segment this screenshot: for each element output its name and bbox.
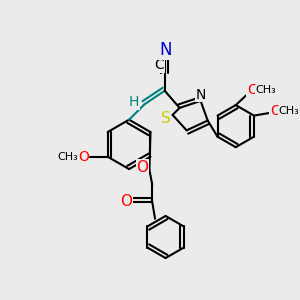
Text: O: O <box>136 160 148 175</box>
Text: CH₃: CH₃ <box>255 85 276 95</box>
Text: O: O <box>247 83 258 98</box>
Text: N: N <box>159 41 172 59</box>
Text: O: O <box>270 104 281 118</box>
Text: H: H <box>129 95 139 109</box>
Text: O: O <box>120 194 132 209</box>
Text: CH₃: CH₃ <box>58 152 78 162</box>
Text: C: C <box>154 58 164 72</box>
Text: S: S <box>161 111 170 126</box>
Text: CH₃: CH₃ <box>278 106 299 116</box>
Text: N: N <box>196 88 206 102</box>
Text: O: O <box>78 150 89 164</box>
